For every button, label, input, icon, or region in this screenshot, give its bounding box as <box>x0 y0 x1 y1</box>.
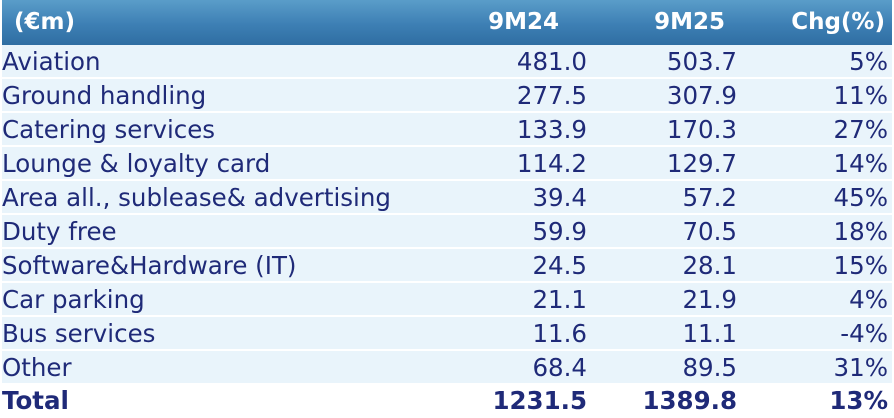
row-label: Other <box>2 353 72 382</box>
table-row: Catering services 133.9 170.3 27% <box>2 113 892 146</box>
table-row: Lounge & loyalty card 114.2 129.7 14% <box>2 147 892 180</box>
row-change-value: 14% <box>833 149 888 178</box>
row-label: Catering services <box>2 115 216 144</box>
table-row: Bus services 11.6 11.1 -4% <box>2 317 892 350</box>
table-row: Aviation 481.0 503.7 5% <box>2 45 892 78</box>
header-change: Chg(%) <box>791 9 885 35</box>
row-9m25-value: 129.7 <box>666 149 737 178</box>
row-label: Area all., sublease& advertising <box>2 183 391 212</box>
row-9m24-value: 481.0 <box>516 47 587 76</box>
header-9m24: 9M24 <box>488 9 559 35</box>
row-change-value: 45% <box>833 183 888 212</box>
row-9m25-value: 28.1 <box>682 251 737 280</box>
row-9m24-value: 114.2 <box>516 149 587 178</box>
row-9m25-value: 170.3 <box>666 115 737 144</box>
total-9m25-value: 1389.8 <box>642 386 737 415</box>
row-change-value: 11% <box>833 81 888 110</box>
table-row: Software&Hardware (IT) 24.5 28.1 15% <box>2 249 892 282</box>
row-9m25-value: 57.2 <box>682 183 737 212</box>
row-9m24-value: 68.4 <box>532 353 587 382</box>
header-label: (€m) <box>14 9 75 35</box>
row-change-value: 4% <box>849 285 888 314</box>
row-change-value: 18% <box>833 217 888 246</box>
total-label: Total <box>2 386 69 415</box>
row-9m25-value: 21.9 <box>682 285 737 314</box>
row-9m25-value: 307.9 <box>666 81 737 110</box>
row-change-value: 31% <box>833 353 888 382</box>
row-label: Duty free <box>2 217 117 246</box>
table-row: Area all., sublease& advertising 39.4 57… <box>2 181 892 214</box>
total-row: Total 1231.5 1389.8 13% <box>2 384 892 417</box>
row-9m24-value: 133.9 <box>516 115 587 144</box>
table-row: Other 68.4 89.5 31% <box>2 351 892 384</box>
row-9m24-value: 21.1 <box>532 285 587 314</box>
table-row: Car parking 21.1 21.9 4% <box>2 283 892 316</box>
table-row: Ground handling 277.5 307.9 11% <box>2 79 892 112</box>
total-9m24-value: 1231.5 <box>492 386 587 415</box>
row-9m25-value: 503.7 <box>666 47 737 76</box>
header-9m25: 9M25 <box>654 9 725 35</box>
row-9m24-value: 39.4 <box>532 183 587 212</box>
table-header: (€m) 9M24 9M25 Chg(%) <box>2 0 892 46</box>
row-label: Bus services <box>2 319 156 348</box>
table-row: Duty free 59.9 70.5 18% <box>2 215 892 248</box>
row-label: Aviation <box>2 47 101 76</box>
row-change-value: -4% <box>840 319 888 348</box>
row-label: Ground handling <box>2 81 207 110</box>
row-9m25-value: 89.5 <box>682 353 737 382</box>
row-9m25-value: 70.5 <box>682 217 737 246</box>
row-9m24-value: 24.5 <box>532 251 587 280</box>
row-label: Software&Hardware (IT) <box>2 251 297 280</box>
row-9m24-value: 11.6 <box>532 319 587 348</box>
row-label: Car parking <box>2 285 145 314</box>
row-change-value: 15% <box>833 251 888 280</box>
total-change-value: 13% <box>829 386 888 415</box>
row-change-value: 27% <box>833 115 888 144</box>
row-change-value: 5% <box>849 47 888 76</box>
row-9m24-value: 277.5 <box>516 81 587 110</box>
row-9m24-value: 59.9 <box>532 217 587 246</box>
row-label: Lounge & loyalty card <box>2 149 271 178</box>
row-9m25-value: 11.1 <box>682 319 737 348</box>
